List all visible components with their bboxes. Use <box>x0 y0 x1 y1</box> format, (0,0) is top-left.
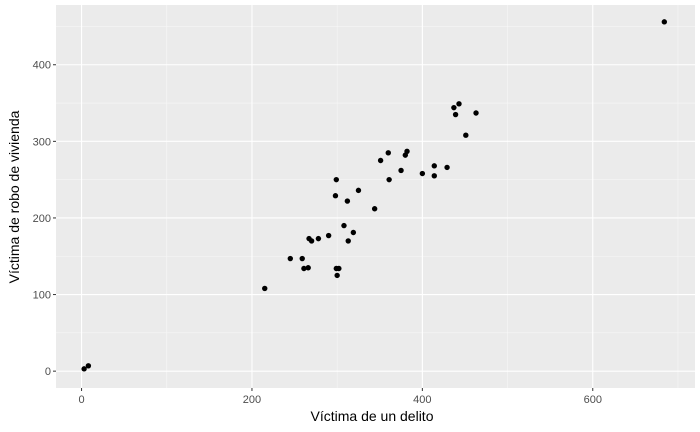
data-point <box>431 163 437 169</box>
data-point <box>287 255 293 262</box>
data-point <box>350 229 357 236</box>
data-point <box>661 19 668 25</box>
data-point <box>355 187 362 194</box>
data-point <box>377 157 384 164</box>
data-point <box>308 238 315 244</box>
data-point <box>341 222 347 229</box>
data-point <box>336 265 342 272</box>
x-axis-ticks: 0 200 400 600 <box>78 388 602 406</box>
data-point <box>333 176 340 183</box>
data-point <box>262 285 268 292</box>
data-point <box>345 238 351 244</box>
y-tick-label: 0 <box>45 366 51 378</box>
major-gridlines <box>56 5 695 388</box>
y-tick-label: 300 <box>33 136 51 148</box>
y-axis-title: Víctima de robo de vivienda <box>6 110 22 283</box>
data-point <box>332 193 339 199</box>
x-tick-label: 0 <box>78 394 84 406</box>
data-point <box>315 235 322 242</box>
data-point <box>431 173 437 179</box>
x-tick-label: 400 <box>413 394 431 406</box>
data-point <box>85 363 92 369</box>
y-tick-label: 400 <box>33 60 51 72</box>
data-points <box>81 19 668 372</box>
y-tick-label: 200 <box>33 213 51 225</box>
data-point <box>452 111 459 118</box>
x-tick-label: 600 <box>584 394 602 406</box>
data-point <box>385 150 391 156</box>
minor-gridlines <box>56 5 695 388</box>
data-point <box>334 272 340 279</box>
data-point <box>325 232 332 239</box>
y-axis-ticks: 0 100 200 300 400 <box>33 60 56 378</box>
data-point <box>371 206 378 212</box>
data-point <box>451 104 457 111</box>
data-point <box>444 164 450 171</box>
data-point <box>81 366 87 372</box>
data-point <box>456 101 462 107</box>
data-point <box>404 148 410 155</box>
data-point <box>398 167 404 174</box>
plot-panel <box>56 5 695 388</box>
data-point <box>473 110 479 116</box>
data-point <box>301 265 307 272</box>
x-axis-title: Víctima de un delito <box>311 408 434 424</box>
data-point <box>299 255 305 262</box>
data-point <box>419 170 426 177</box>
data-point <box>386 176 392 183</box>
data-point <box>344 198 351 204</box>
y-tick-label: 100 <box>33 290 51 302</box>
data-point <box>463 132 469 138</box>
x-tick-label: 200 <box>243 394 261 406</box>
data-point <box>305 265 311 271</box>
